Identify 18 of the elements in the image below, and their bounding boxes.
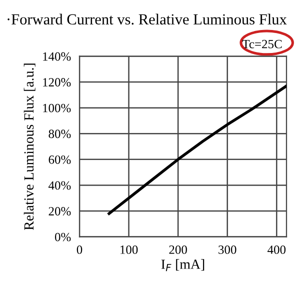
text: Tc=25C bbox=[242, 40, 282, 48]
y-axis-title: Relative Luminous Flux [a.u.] bbox=[24, 64, 36, 230]
y-tick-label: 0% bbox=[54, 232, 71, 242]
y-tick-label: 40% bbox=[48, 181, 71, 190]
chart-title: ·Forward Current vs. Relative Luminous Flux bbox=[8, 14, 287, 25]
x-axis-title: I$_{F}$ [mA] bbox=[161, 259, 204, 272]
y-tick-label: 80% bbox=[48, 130, 71, 138]
y-tick-label: 100% bbox=[43, 104, 71, 112]
y-tick-label: 120% bbox=[43, 78, 71, 87]
x-tick-label: 300 bbox=[218, 245, 236, 254]
x-tick-label: 400 bbox=[268, 245, 286, 254]
y-tick-label: 60% bbox=[48, 155, 71, 164]
x-tick-label: 200 bbox=[169, 245, 187, 254]
x-tick-label: 0 bbox=[76, 245, 82, 254]
y-tick-label: 140% bbox=[43, 52, 71, 61]
y-tick-label: 20% bbox=[48, 207, 71, 216]
x-tick-label: 100 bbox=[120, 245, 138, 254]
line-series bbox=[108, 84, 286, 215]
